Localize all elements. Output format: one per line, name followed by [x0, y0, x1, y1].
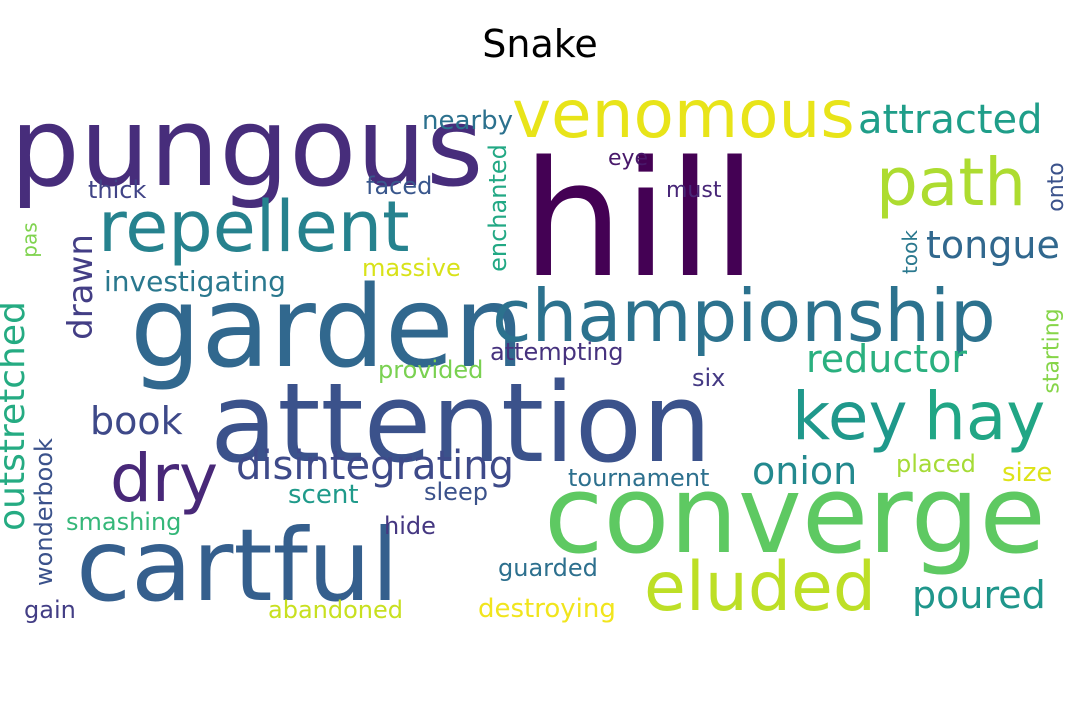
word-tongue: tongue	[926, 223, 1060, 267]
word-dry: dry	[110, 440, 219, 517]
word-reductor: reductor	[806, 337, 968, 381]
word-hide: hide	[384, 512, 436, 540]
word-eluded: eluded	[644, 548, 876, 627]
word-scent: scent	[288, 480, 359, 510]
word-smashing: smashing	[66, 508, 182, 536]
word-drawn: drawn	[60, 234, 101, 340]
word-attracted: attracted	[858, 97, 1043, 143]
word-onion: onion	[752, 449, 858, 493]
word-nearby: nearby	[422, 106, 513, 136]
word-took: took	[897, 230, 922, 274]
word-venomous: venomous	[512, 76, 855, 153]
word-starting: starting	[1039, 308, 1065, 394]
word-book: book	[90, 399, 183, 443]
word-onto: onto	[1043, 162, 1069, 212]
word-hay: hay	[924, 378, 1046, 455]
chart-title: Snake	[482, 22, 598, 66]
word-enchanted: enchanted	[483, 144, 512, 272]
word-championship: championship	[492, 274, 996, 358]
word-garden: garden	[130, 263, 525, 393]
word-poured: poured	[912, 573, 1046, 617]
word-destroying: destroying	[478, 594, 616, 624]
word-pas: pas	[17, 222, 42, 258]
word-wonderbook: wonderbook	[29, 438, 58, 586]
word-attention: attention	[210, 359, 712, 487]
word-size: size	[1002, 458, 1053, 488]
word-key: key	[792, 378, 908, 455]
word-outstretched: outstretched	[0, 301, 33, 531]
word-eye: eye	[608, 146, 649, 171]
word-massive: massive	[362, 254, 461, 282]
word-sleep: sleep	[424, 478, 488, 506]
word-guarded: guarded	[498, 554, 598, 582]
word-pungous: pungous	[10, 83, 484, 211]
word-path: path	[876, 144, 1027, 221]
word-must: must	[666, 178, 722, 203]
word-cartful: cartful	[76, 507, 399, 624]
word-tournament: tournament	[568, 464, 710, 492]
word-gain: gain	[24, 596, 76, 624]
word-disintegrating: disintegrating	[236, 443, 514, 489]
word-thick: thick	[88, 176, 147, 204]
word-investigating: investigating	[104, 265, 286, 298]
word-faced: faced	[366, 172, 433, 200]
word-attempting: attempting	[490, 338, 624, 366]
word-hill: hill	[522, 126, 757, 313]
word-repellent: repellent	[98, 186, 410, 268]
word-provided: provided	[378, 356, 484, 384]
word-converge: converge	[544, 453, 1046, 578]
word-placed: placed	[896, 450, 976, 478]
word-six: six	[692, 364, 726, 392]
word-abandoned: abandoned	[268, 596, 403, 624]
